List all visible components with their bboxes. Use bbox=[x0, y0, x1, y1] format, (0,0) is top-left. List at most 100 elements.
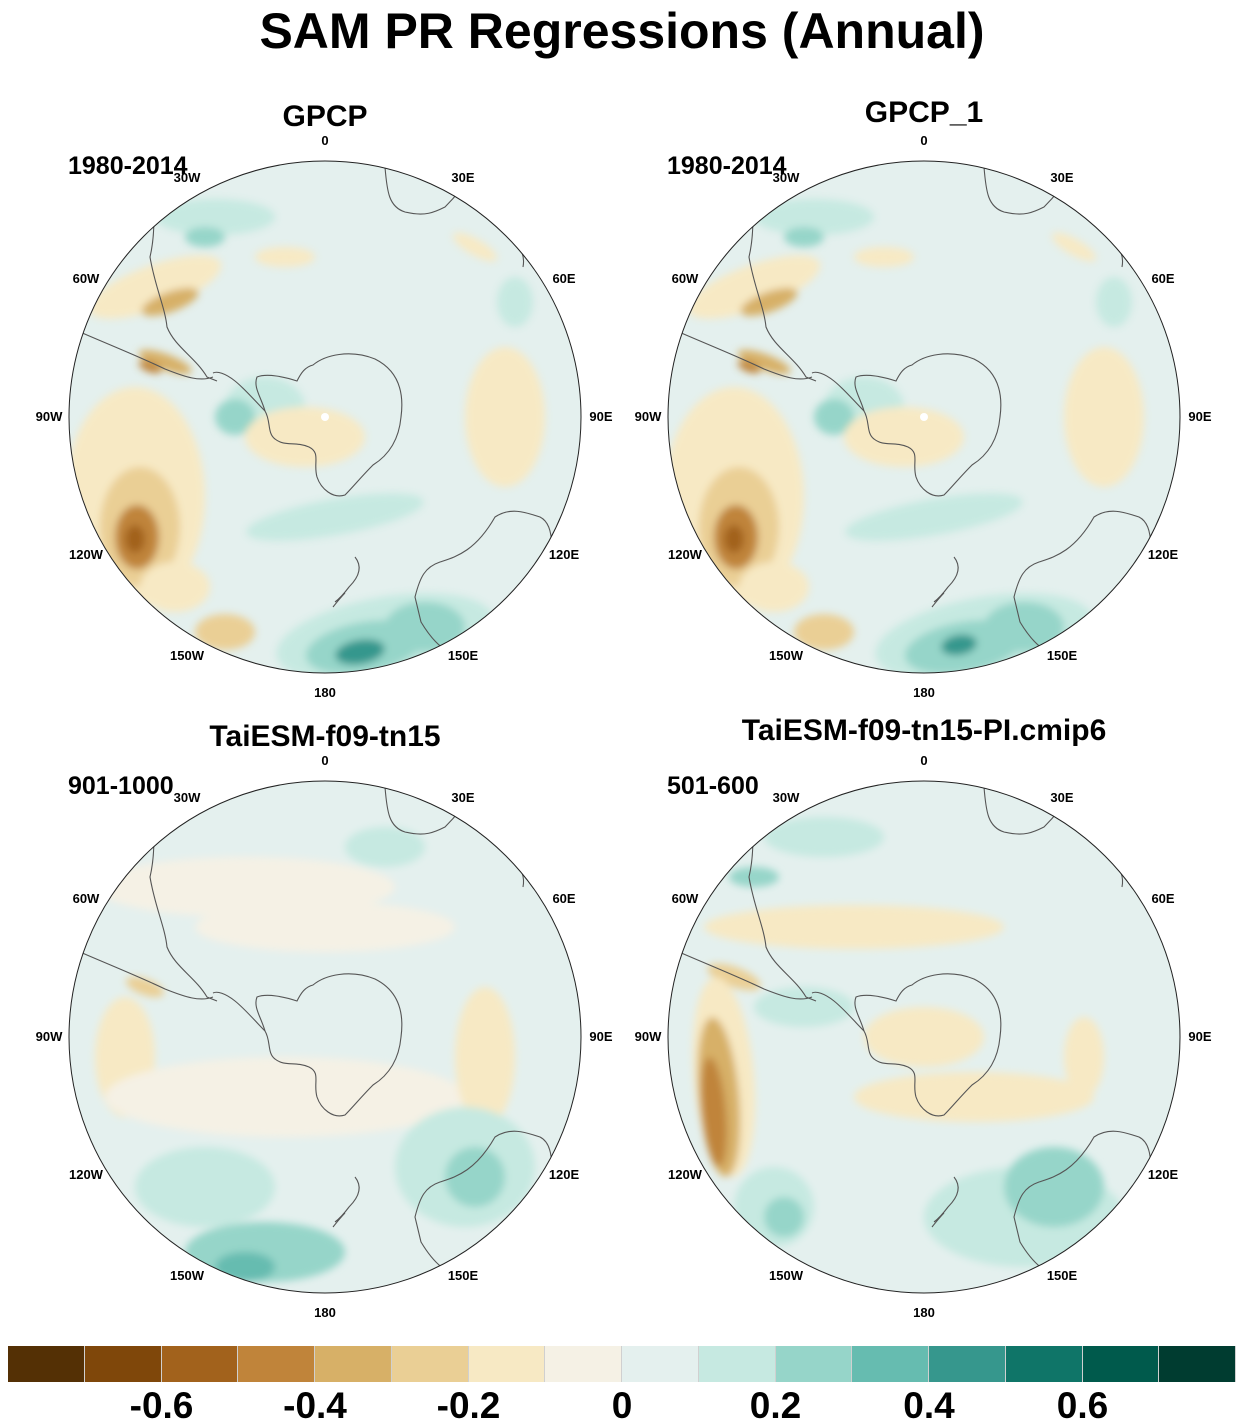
longitude-label: 30E bbox=[1050, 789, 1074, 805]
polar-map bbox=[667, 160, 1181, 674]
colorbar-label: -0.2 bbox=[436, 1385, 501, 1426]
longitude-label: 30W bbox=[772, 169, 800, 185]
colorbar-box bbox=[1005, 1346, 1083, 1382]
longitude-label: 180 bbox=[913, 685, 935, 700]
longitude-label: 60E bbox=[1151, 271, 1175, 286]
shading-region bbox=[215, 1252, 275, 1282]
longitude-label: 150E bbox=[1046, 648, 1078, 664]
shading-region bbox=[984, 602, 1064, 652]
colorbar-label: 0.2 bbox=[749, 1385, 802, 1426]
colorbar-box bbox=[238, 1346, 315, 1382]
coastline bbox=[332, 1176, 360, 1228]
shading-region bbox=[754, 199, 874, 235]
longitude-label: 90E bbox=[589, 409, 613, 424]
longitude-label: 120E bbox=[1147, 547, 1179, 562]
coastline bbox=[811, 991, 865, 1032]
shading-region bbox=[864, 1007, 984, 1067]
longitude-label: 180 bbox=[913, 1305, 935, 1320]
longitude-label: 30W bbox=[173, 789, 201, 805]
longitude-label: 60E bbox=[552, 891, 576, 906]
shading-region bbox=[1051, 232, 1097, 262]
shading-region bbox=[701, 1057, 727, 1167]
longitude-label: 180 bbox=[314, 1305, 336, 1320]
longitude-label: 60W bbox=[72, 891, 100, 906]
panel-title: TaiESM-f09-tn15-PI.cmip6 bbox=[741, 714, 1107, 747]
shading-region bbox=[784, 227, 824, 247]
south-pole-marker bbox=[321, 413, 329, 421]
shading-region bbox=[141, 288, 199, 316]
colorbar-box bbox=[1159, 1346, 1236, 1382]
longitude-label: 60W bbox=[72, 271, 100, 286]
map-border bbox=[667, 780, 1181, 1294]
shading-region bbox=[740, 288, 798, 316]
shading-region bbox=[140, 562, 210, 612]
coastline bbox=[854, 973, 1002, 1117]
longitude-label: 90W bbox=[634, 1029, 662, 1044]
colorbar bbox=[8, 1346, 1236, 1382]
longitude-label: 150W bbox=[170, 1268, 204, 1284]
longitude-label: 120E bbox=[548, 547, 580, 562]
shading-region bbox=[1096, 277, 1132, 327]
longitude-label: 180 bbox=[314, 685, 336, 700]
shading-region bbox=[195, 902, 455, 952]
longitude-label: 90E bbox=[1188, 409, 1212, 424]
shading-region bbox=[844, 407, 964, 467]
colorbar-label: 0 bbox=[611, 1385, 633, 1426]
coastline bbox=[332, 556, 360, 608]
longitude-label: 90W bbox=[35, 409, 63, 424]
shading-region bbox=[345, 827, 425, 867]
colorbar-label: 0.4 bbox=[903, 1385, 955, 1426]
polar-map bbox=[68, 160, 582, 674]
shading-region bbox=[739, 562, 809, 612]
longitude-label: 150E bbox=[447, 648, 479, 664]
shading-region bbox=[452, 232, 498, 262]
panel-period: 901-1000 bbox=[68, 772, 174, 800]
colorbar-box bbox=[852, 1346, 929, 1382]
shading-region bbox=[455, 987, 515, 1127]
shading-region bbox=[764, 817, 884, 857]
longitude-label: 120W bbox=[68, 547, 103, 562]
colorbar-box bbox=[468, 1346, 546, 1382]
shading-region bbox=[794, 614, 854, 650]
longitude-label: 120W bbox=[68, 1167, 103, 1182]
coastline bbox=[255, 973, 403, 1117]
shading-region bbox=[105, 1057, 465, 1137]
shading-region bbox=[687, 255, 821, 319]
longitude-label: 60E bbox=[1151, 891, 1175, 906]
panel-period: 501-600 bbox=[667, 772, 759, 800]
colorbar-box bbox=[1082, 1346, 1160, 1382]
shading-region bbox=[245, 407, 365, 467]
longitude-label: 150W bbox=[769, 648, 803, 664]
map-border bbox=[667, 160, 1181, 674]
longitude-label: 120W bbox=[667, 547, 702, 562]
colorbar-label: -0.6 bbox=[129, 1385, 194, 1426]
panel-title: TaiESM-f09-tn15 bbox=[209, 720, 441, 753]
longitude-label: 150W bbox=[769, 1268, 803, 1284]
longitude-label: 150E bbox=[447, 1268, 479, 1284]
panel-title: GPCP bbox=[282, 100, 368, 133]
longitude-label: 60W bbox=[671, 271, 699, 286]
shading-region bbox=[125, 525, 145, 553]
shading-region bbox=[737, 360, 761, 374]
shading-region bbox=[854, 1072, 1094, 1122]
coastline bbox=[212, 991, 266, 1032]
shading-region bbox=[465, 347, 545, 487]
shading-region bbox=[737, 349, 791, 375]
colorbar-label: -0.4 bbox=[283, 1385, 347, 1426]
longitude-label: 150W bbox=[170, 648, 204, 664]
panel-period: 1980-2014 bbox=[68, 152, 188, 180]
shading-region bbox=[729, 867, 779, 887]
shading-region bbox=[95, 857, 395, 917]
shading-region bbox=[941, 634, 977, 656]
coastline bbox=[79, 331, 214, 380]
shading-region bbox=[195, 614, 255, 650]
shading-region bbox=[126, 976, 164, 998]
coastline bbox=[854, 353, 1002, 497]
shading-region bbox=[854, 247, 914, 267]
longitude-label: 150E bbox=[1046, 1268, 1078, 1284]
colorbar-box bbox=[929, 1346, 1006, 1382]
shading-region bbox=[764, 1197, 804, 1237]
colorbar-box bbox=[698, 1346, 776, 1382]
shading-region bbox=[1064, 347, 1144, 487]
longitude-label: 30W bbox=[173, 169, 201, 185]
